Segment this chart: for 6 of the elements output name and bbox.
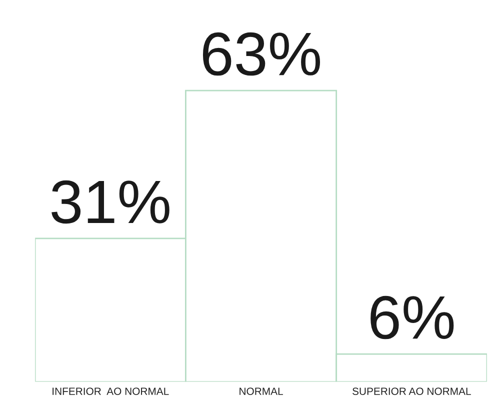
data-label: 6% <box>370 296 454 340</box>
data-label: 31% <box>52 180 170 224</box>
data-label: 63% <box>202 32 320 76</box>
x-tick-label: SUPERIOR AO NORMAL <box>352 388 471 395</box>
x-tick-label: NORMAL <box>240 388 283 395</box>
x-tick-label: INFERIOR AO NORMAL <box>52 388 169 395</box>
